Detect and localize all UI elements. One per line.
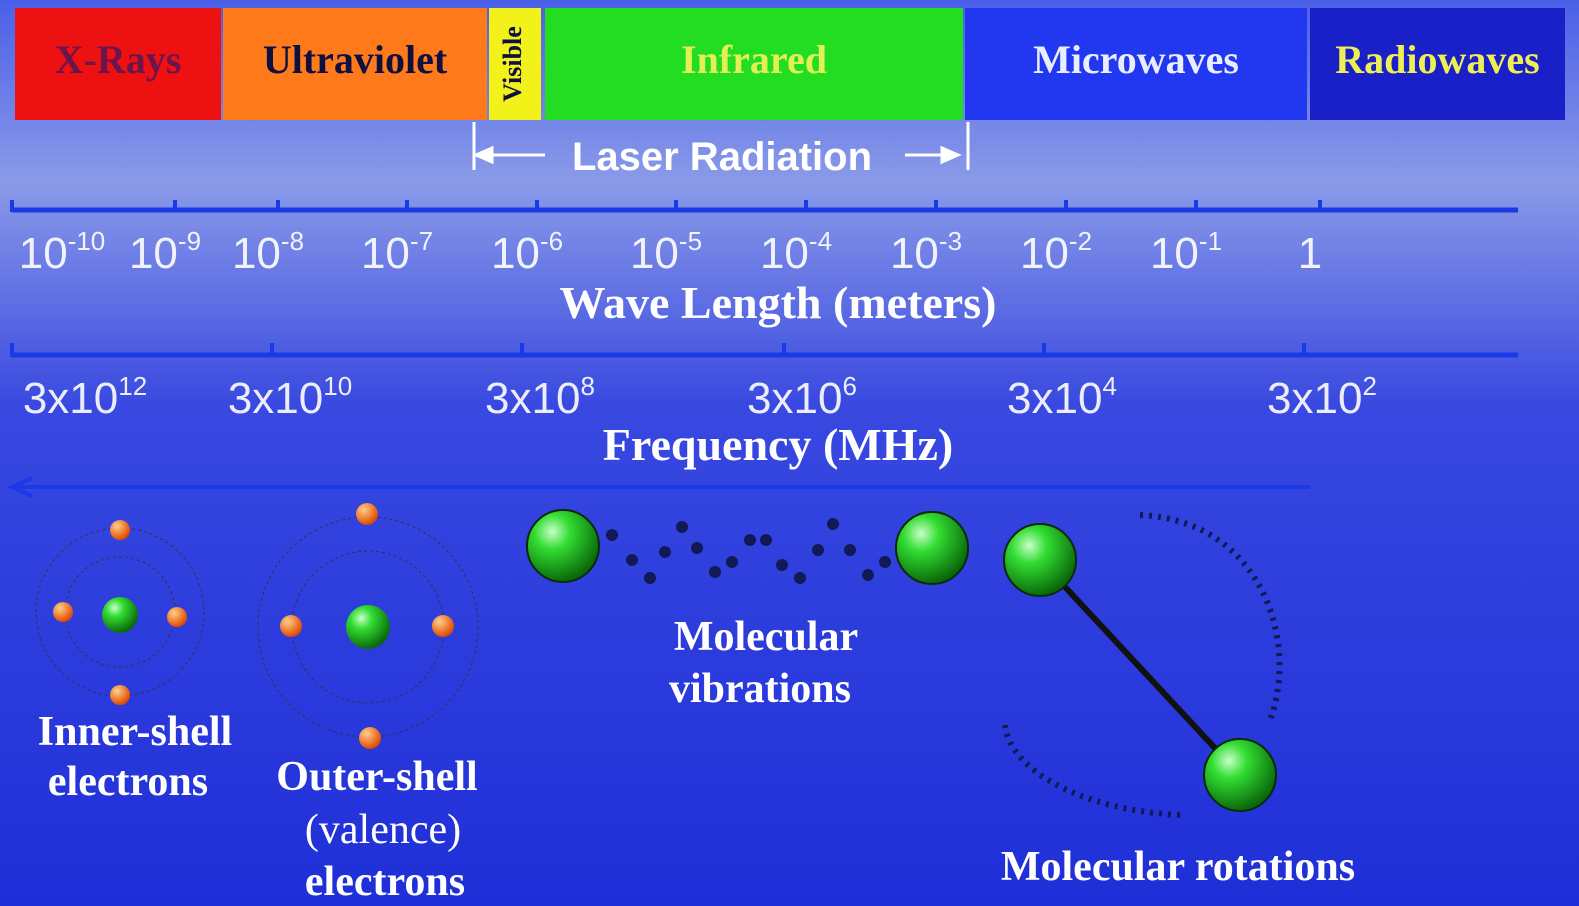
frequency-label-base: 3x10 (485, 374, 580, 423)
wavelength-label: 10-7 (361, 226, 433, 278)
wavelength-label-exp: -4 (809, 226, 832, 256)
wavelength-label-exp: -7 (410, 226, 433, 256)
wavelength-label-base: 10 (361, 229, 410, 278)
band-label: Ultraviolet (263, 37, 448, 82)
laser-label: Laser Radiation (572, 135, 872, 179)
wavelength-label: 10-2 (1020, 226, 1092, 278)
frequency-label-exp: 12 (118, 371, 147, 401)
frequency-label-base: 3x10 (1267, 374, 1362, 423)
frequency-label-base: 3x10 (1007, 374, 1102, 423)
frequency-label: 3x1010 (228, 371, 352, 423)
frequency-label-base: 3x10 (228, 374, 323, 423)
band (223, 8, 487, 120)
rotation-molecule (1002, 512, 1283, 818)
caption: electrons (305, 859, 465, 905)
band (489, 8, 541, 120)
wavelength-label: 10-10 (19, 226, 106, 278)
frequency-label: 3x104 (1007, 371, 1117, 423)
wavelength-label-base: 10 (1020, 229, 1069, 278)
inner-shell-atom (35, 520, 205, 705)
laser-bracket (472, 122, 970, 170)
frequency-label: 3x1012 (23, 371, 147, 423)
wavelength-label: 10-1 (1150, 226, 1222, 278)
band (15, 8, 221, 120)
wavelength-label-exp: -3 (939, 226, 962, 256)
frequency-title: Frequency (MHz) (603, 419, 953, 470)
direction-arrow (7, 476, 1310, 498)
band-label: Radiowaves (1335, 37, 1539, 82)
wavelength-label-base: 10 (760, 229, 809, 278)
wavelength-label-base: 10 (890, 229, 939, 278)
wavelength-label: 10-3 (890, 226, 962, 278)
wavelength-label: 1 (1298, 229, 1322, 278)
band (1310, 8, 1565, 120)
captions: Inner-shell electrons Outer-shell (valen… (38, 614, 1355, 905)
vibration-molecule (526, 509, 969, 585)
frequency-label: 3x106 (747, 371, 857, 423)
wavelength-label-base: 10 (630, 229, 679, 278)
frequency-label: 3x108 (485, 371, 595, 423)
frequency-label-base: 3x10 (23, 374, 118, 423)
wavelength-label-base: 1 (1298, 229, 1322, 278)
outer-shell-atom (257, 503, 479, 749)
wavelength-label-exp: -9 (178, 226, 201, 256)
wavelength-label: 10-8 (232, 226, 304, 278)
frequency-label: 3x102 (1267, 371, 1377, 423)
wavelength-label-exp: -2 (1069, 226, 1092, 256)
caption: (valence) (305, 807, 461, 853)
band-label: Infrared (681, 37, 827, 82)
wavelength-label-base: 10 (129, 229, 178, 278)
wavelength-label-base: 10 (19, 229, 68, 278)
frequency-label-exp: 10 (323, 371, 352, 401)
frequency-label-exp: 6 (842, 371, 856, 401)
band-label: Microwaves (1033, 37, 1239, 82)
frequency-label-exp: 4 (1102, 371, 1116, 401)
caption: Molecular rotations (1001, 844, 1355, 890)
band (545, 8, 963, 120)
caption: vibrations (669, 666, 851, 712)
caption: electrons (48, 759, 208, 805)
frequency-label-base: 3x10 (747, 374, 842, 423)
caption: Molecular (674, 614, 858, 660)
wavelength-label-base: 10 (232, 229, 281, 278)
wavelength-label: 10-6 (491, 226, 563, 278)
wavelength-title: Wave Length (meters) (560, 277, 997, 328)
caption: Inner-shell (38, 709, 232, 755)
wavelength-label: 10-4 (760, 226, 832, 278)
wavelength-label-exp: -5 (679, 226, 702, 256)
frequency-label-exp: 2 (1362, 371, 1376, 401)
wavelength-label-exp: -6 (540, 226, 563, 256)
frequency-label-exp: 8 (580, 371, 594, 401)
wavelength-label: 10-5 (630, 226, 702, 278)
wavelength-label-base: 10 (491, 229, 540, 278)
wavelength-label-exp: -10 (68, 226, 106, 256)
band-label: X-Rays (55, 37, 182, 82)
caption: Outer-shell (276, 754, 477, 800)
wavelength-label-exp: -8 (281, 226, 304, 256)
band-label: Visible (498, 26, 527, 102)
wavelength-label: 10-9 (129, 226, 201, 278)
wavelength-label-exp: -1 (1199, 226, 1222, 256)
band (965, 8, 1307, 120)
wavelength-label-base: 10 (1150, 229, 1199, 278)
